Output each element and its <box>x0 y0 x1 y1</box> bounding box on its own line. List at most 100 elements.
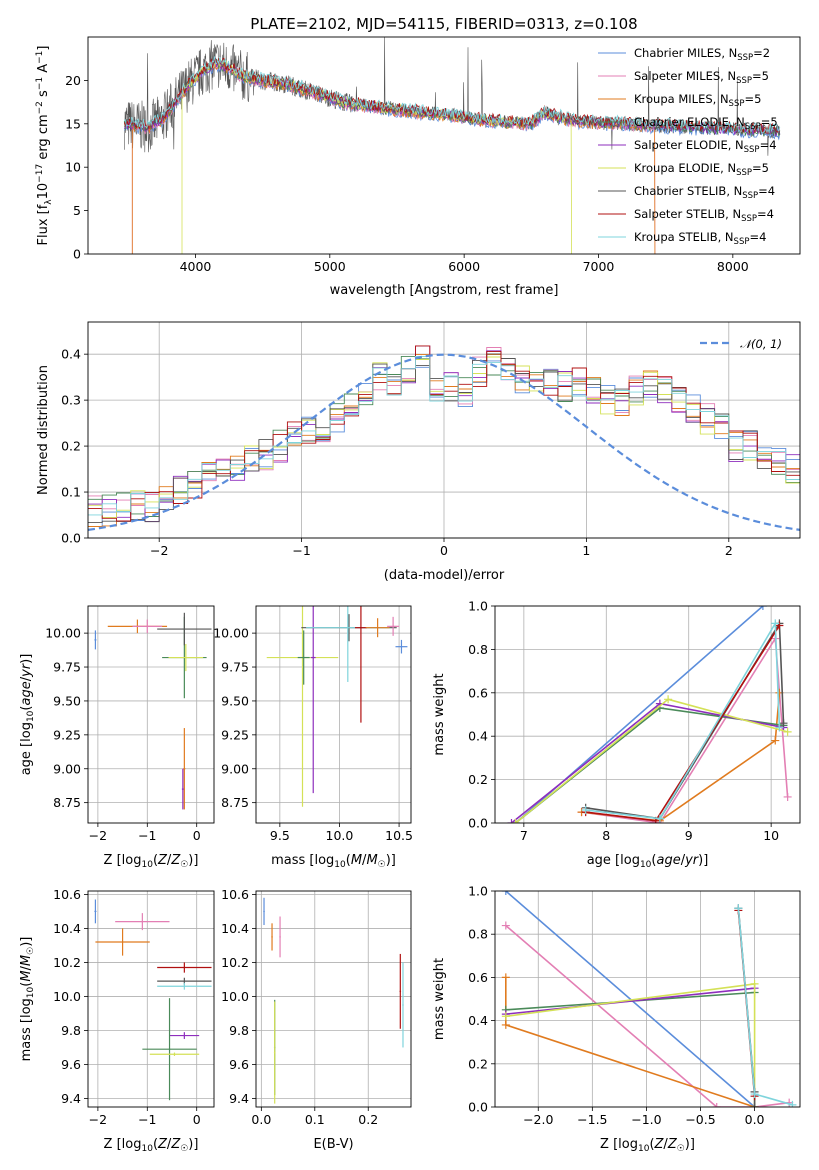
y-tick-label: 10.00 <box>45 626 81 641</box>
x-tick-label: 0.1 <box>305 1112 325 1127</box>
weight-vs-z-marker <box>750 979 759 988</box>
histogram-frame <box>87 321 801 539</box>
weight-vs-z-marker <box>750 1090 759 1099</box>
age-vs-mass-axes: 9.5 10.0 10.5 8.75 9.00 9.25 9.50 9.75 10.00 <box>213 606 413 843</box>
mass-vs-z-xlabel: Z [log10(Z/Z☉)] <box>104 1137 199 1154</box>
weight-vs-z-lines <box>501 891 797 1107</box>
y-tick-label: 1.0 <box>468 884 488 899</box>
weight-vs-age-marker <box>507 819 516 823</box>
spectrum-frame <box>87 36 801 255</box>
weight-vs-z-marker <box>788 1100 797 1107</box>
age-vs-mass-marks <box>266 606 408 807</box>
mass-vs-ebv-marks <box>263 897 404 1104</box>
x-tick-label: 8 <box>602 828 610 843</box>
mass-vs-ebv-point <box>263 910 265 913</box>
y-tick-label: 0.8 <box>468 642 488 657</box>
legend-label: Kroupa MILES, NSSP=5 <box>634 92 761 109</box>
legend-label: Chabrier STELIB, NSSP=4 <box>634 184 775 201</box>
spectrum-model-line <box>124 56 781 134</box>
histogram-series-line <box>88 354 800 527</box>
weight-vs-age-marker <box>783 792 792 801</box>
histogram-series-line <box>88 356 800 518</box>
age-vs-z-point <box>94 639 97 641</box>
histogram-series-line <box>88 360 800 527</box>
weight-vs-z-marker <box>501 973 510 982</box>
spectrum-axes: 4000 5000 6000 7000 8000 0 5 10 15 20 <box>65 73 749 274</box>
weight-vs-z-axes: −2.0 −1.5 −1.0 −0.5 0.0 0.0 0.2 0.4 0.6 0.8 1.0 <box>468 884 800 1127</box>
x-tick-label: −1 <box>138 1112 156 1127</box>
weight-vs-age-axes: 7 8 9 10 0.0 0.2 0.4 0.6 0.8 1.0 <box>468 599 800 843</box>
mass-vs-ebv-point <box>399 990 402 993</box>
weight-vs-age-xlabel: age [log10(age/yr)] <box>587 853 709 870</box>
weight-vs-age-marker <box>758 606 767 610</box>
weight-vs-age-series-line <box>585 625 781 822</box>
y-tick-label: 0.2 <box>468 1056 488 1071</box>
mass-vs-z-frame <box>87 890 215 1108</box>
spectrum-lines <box>123 37 781 254</box>
weight-vs-z-series-line <box>505 977 755 1107</box>
y-tick-label: 0 <box>73 247 81 262</box>
spectrum-model-line <box>131 60 656 254</box>
x-tick-label: 9.5 <box>270 828 290 843</box>
weight-vs-z-marker <box>501 891 510 895</box>
y-tick-label: 0.8 <box>468 927 488 942</box>
y-tick-label: 10.0 <box>221 989 249 1004</box>
y-tick-label: 9.4 <box>61 1091 81 1106</box>
y-tick-label: 10.6 <box>53 887 81 902</box>
weight-vs-age-frame <box>494 605 801 824</box>
mass-vs-z-axes: −2 −1 0 9.4 9.6 9.8 10.0 10.2 10.4 10.6 <box>53 887 214 1127</box>
y-tick-label: 9.6 <box>229 1057 249 1072</box>
mass-vs-ebv-frame <box>255 890 412 1108</box>
y-tick-label: 10.00 <box>213 626 249 641</box>
y-tick-label: 9.75 <box>53 660 81 675</box>
age-vs-z-frame <box>87 605 215 824</box>
y-tick-label: 10.4 <box>221 921 249 936</box>
x-tick-label: −0.5 <box>685 1112 715 1127</box>
legend-label: Kroupa STELIB, NSSP=4 <box>634 230 766 247</box>
histogram-ylabel: Normed distribution <box>36 365 51 495</box>
y-tick-label: 10.4 <box>53 921 81 936</box>
y-tick-label: 0.4 <box>468 729 488 744</box>
weight-vs-age-marker <box>511 819 520 823</box>
x-tick-label: −1.5 <box>577 1112 607 1127</box>
mass-vs-z-point <box>183 985 186 988</box>
spectrum-legend: Chabrier MILES, NSSP=2 Salpeter MILES, NS… <box>598 46 778 247</box>
spectrum-model-line <box>131 61 656 254</box>
weight-vs-age-ylabel: mass weight <box>432 673 447 755</box>
y-tick-label: 9.50 <box>221 693 249 708</box>
x-tick-label: −1.0 <box>631 1112 661 1127</box>
x-tick-label: 7000 <box>583 259 615 274</box>
x-tick-label: 0.0 <box>251 1112 271 1127</box>
y-tick-label: 0.4 <box>468 1013 488 1028</box>
y-tick-label: 0.2 <box>468 772 488 787</box>
histogram-lines <box>88 345 800 531</box>
x-tick-label: 1 <box>582 543 590 558</box>
x-tick-label: −2 <box>89 828 107 843</box>
age-vs-mass-point <box>376 626 379 629</box>
y-tick-label: 0.4 <box>61 347 81 362</box>
mass-vs-ebv-point <box>402 1004 404 1006</box>
y-tick-label: 0.2 <box>61 439 81 454</box>
weight-vs-age-lines <box>507 606 792 823</box>
histogram-legend-label: 𝒩(0, 1) <box>740 337 782 351</box>
weight-vs-z-marker <box>501 1020 510 1029</box>
y-tick-label: 5 <box>73 203 81 218</box>
x-tick-label: 0 <box>440 543 448 558</box>
mass-vs-ebv-point <box>273 1051 276 1054</box>
y-tick-label: 8.75 <box>221 795 249 810</box>
mass-vs-z-ylabel: mass [log10(M/M☉)] <box>19 937 36 1062</box>
x-tick-label: 10.0 <box>326 828 354 843</box>
y-tick-label: 0.0 <box>468 816 488 831</box>
x-tick-label: −1 <box>138 828 156 843</box>
x-tick-label: 0.0 <box>745 1112 765 1127</box>
spectrum-ylabel: Flux [fλ10−17 erg cm−2 s−1 A−1] <box>35 46 54 246</box>
x-tick-label: 5000 <box>314 259 346 274</box>
x-tick-label: −2 <box>89 1112 107 1127</box>
weight-vs-z-ylabel: mass weight <box>432 958 447 1040</box>
weight-vs-age-series-line <box>581 692 781 822</box>
y-tick-label: 15 <box>65 116 81 131</box>
x-tick-label: 6000 <box>448 259 480 274</box>
histogram-xlabel: (data-model)/error <box>384 568 505 583</box>
x-tick-label: 7 <box>520 828 528 843</box>
